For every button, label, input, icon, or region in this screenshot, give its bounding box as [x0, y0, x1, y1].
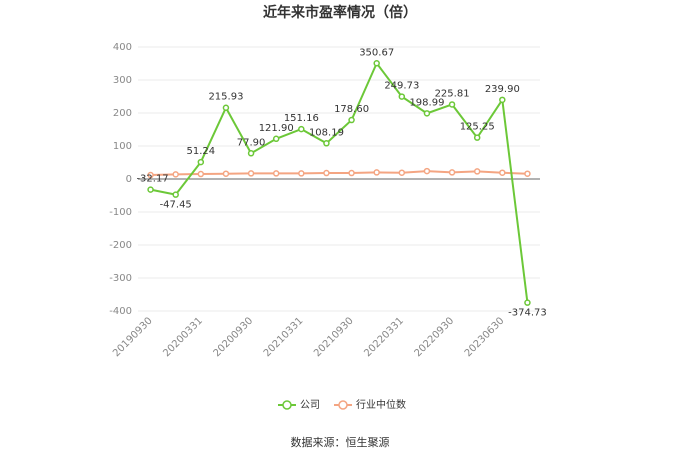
point — [348, 116, 355, 124]
y-tick-label: 400 — [113, 42, 132, 53]
y-tick-label: 0 — [126, 174, 132, 185]
point — [298, 125, 305, 133]
point — [499, 96, 506, 104]
point — [373, 60, 380, 67]
point — [147, 186, 154, 193]
y-tick-label: -400 — [109, 306, 132, 317]
value-label: 198.99 — [409, 97, 444, 108]
point — [398, 93, 406, 100]
legend-marker — [282, 400, 292, 410]
value-label: -47.45 — [160, 200, 192, 211]
point — [448, 169, 456, 176]
value-label: -32.17 — [136, 174, 168, 185]
chart-title: 近年来市盈率情况（倍） — [263, 4, 417, 21]
y-tick-label: -100 — [109, 207, 132, 218]
value-label: 239.90 — [485, 84, 520, 95]
value-label: 108.19 — [309, 127, 344, 138]
value-label: 215.93 — [208, 92, 243, 103]
point — [272, 170, 280, 177]
point — [473, 168, 481, 175]
series-line — [150, 61, 529, 303]
point — [247, 170, 255, 177]
value-label: 225.81 — [435, 88, 470, 99]
y-tick-label: 300 — [113, 75, 132, 86]
value-label: 77.90 — [237, 137, 266, 148]
point — [524, 170, 531, 177]
value-label: 125.25 — [460, 122, 495, 133]
x-tick-label: 20190930 — [111, 315, 155, 359]
point — [448, 101, 456, 108]
x-tick-label: 20210331 — [262, 315, 306, 359]
point — [247, 150, 255, 157]
point — [298, 170, 305, 177]
point — [323, 140, 330, 147]
source: 数据来源：恒生聚源 — [291, 435, 390, 449]
y-tick-label: -200 — [109, 240, 132, 251]
point — [197, 158, 205, 166]
point — [423, 167, 431, 175]
value-label: -374.73 — [508, 308, 547, 319]
point — [272, 135, 280, 143]
legend-label: 公司 — [300, 400, 320, 411]
y-tick-label: 100 — [113, 141, 132, 152]
legend-marker — [338, 400, 348, 410]
point — [348, 169, 355, 177]
y-tick-label: -300 — [109, 273, 132, 284]
value-label: 51.24 — [186, 146, 215, 157]
y-tick-label: 200 — [113, 108, 132, 119]
legend-label: 行业中位数 — [356, 398, 406, 411]
value-label: 121.90 — [259, 123, 294, 134]
value-label: 151.16 — [284, 113, 319, 124]
point — [323, 169, 330, 177]
point — [172, 171, 179, 178]
x-tick-label: 20230630 — [463, 315, 507, 359]
x-tick-label: 20220331 — [362, 315, 406, 359]
value-label: 350.67 — [359, 47, 394, 58]
point — [373, 169, 380, 176]
point — [398, 169, 406, 176]
point — [423, 110, 431, 117]
x-tick-label: 20210930 — [312, 315, 356, 359]
point — [473, 134, 481, 141]
point — [197, 170, 205, 178]
point — [222, 104, 230, 111]
x-tick-label: 20220930 — [413, 315, 457, 359]
value-label: 178.60 — [334, 104, 369, 115]
point — [222, 170, 230, 177]
point — [524, 299, 531, 306]
point — [172, 191, 179, 198]
series-line — [150, 170, 528, 177]
point — [147, 171, 154, 179]
point — [499, 169, 506, 176]
x-tick-label: 20200331 — [161, 315, 205, 359]
x-tick-label: 20200930 — [212, 315, 256, 359]
value-label: 249.73 — [384, 81, 419, 92]
